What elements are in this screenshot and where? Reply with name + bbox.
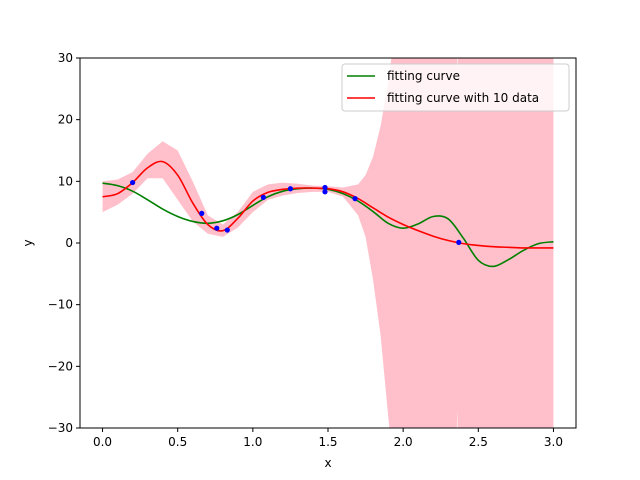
legend-box	[341, 63, 570, 112]
legend-label-fitting-curve: fitting curve	[387, 69, 460, 83]
x-axis: 0.0 0.5 1.0 1.5 2.0 2.5 3.0	[93, 428, 563, 449]
legend: fitting curve fitting curve with 10 data	[341, 63, 570, 112]
y-tick-label: 30	[58, 51, 73, 65]
confidence-band	[102, 58, 554, 428]
plot-area	[102, 58, 554, 428]
y-tick-label: −10	[48, 298, 73, 312]
y-tick-label: 10	[58, 174, 73, 188]
y-tick-label: −20	[48, 359, 73, 373]
data-point	[224, 227, 230, 233]
x-tick-label: 1.0	[243, 435, 262, 449]
legend-label-fitting-curve-10-data: fitting curve with 10 data	[387, 91, 539, 105]
series-line-fitting-curve-10-data	[102, 160, 554, 249]
data-point	[456, 239, 462, 245]
data-point	[214, 225, 220, 231]
x-tick-label: 2.5	[469, 435, 488, 449]
x-tick-label: 2.0	[394, 435, 413, 449]
data-point	[199, 210, 205, 216]
y-tick-label: −30	[48, 421, 73, 435]
x-axis-label: x	[324, 456, 331, 470]
data-point	[352, 196, 358, 202]
y-axis-label: y	[21, 239, 35, 246]
data-point	[287, 186, 294, 192]
data-point	[322, 189, 328, 195]
y-tick-label: 20	[58, 113, 73, 127]
data-point	[260, 194, 266, 200]
x-tick-label: 0.0	[93, 435, 112, 449]
y-tick-label: 0	[65, 236, 73, 250]
data-point	[130, 179, 136, 186]
x-tick-label: 3.0	[544, 435, 563, 449]
x-tick-label: 0.5	[168, 435, 187, 449]
y-axis: −30 −20 −10 0 10 20 30	[48, 51, 80, 435]
x-tick-label: 1.5	[318, 435, 337, 449]
data-point	[322, 184, 328, 191]
